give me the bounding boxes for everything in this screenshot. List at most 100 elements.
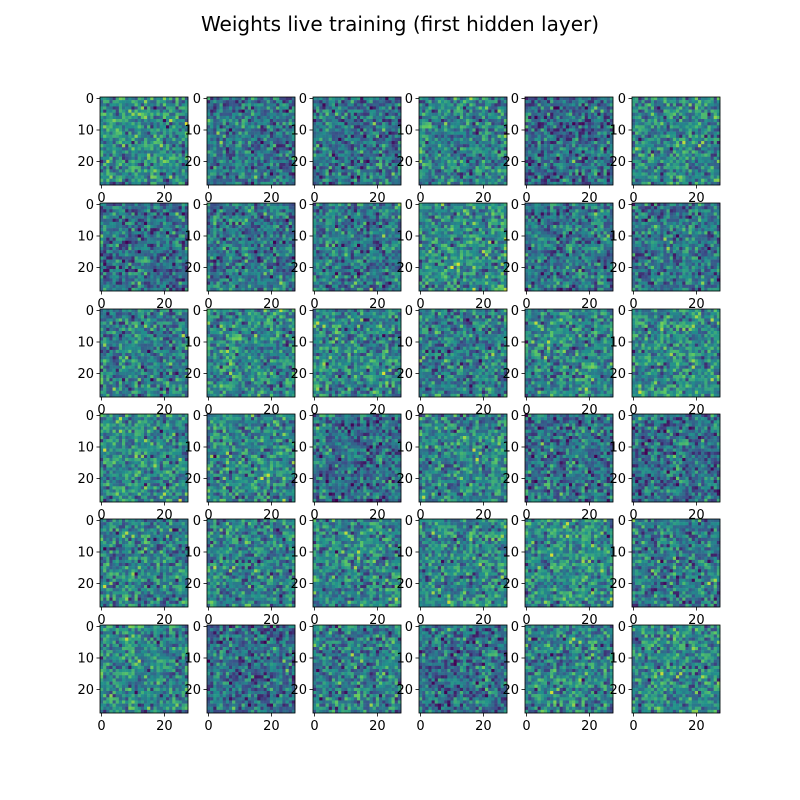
- y-tick-label: 20: [184, 367, 201, 382]
- y-tick-label: 20: [396, 683, 413, 698]
- y-tick-label: 10: [77, 441, 94, 456]
- y-tick-label: 0: [193, 92, 201, 107]
- y-tick-label: 10: [396, 230, 413, 245]
- weight-panel: [313, 309, 401, 397]
- weight-panel: [632, 625, 720, 713]
- y-tick-label: 0: [86, 514, 94, 529]
- y-tick-label: 10: [609, 546, 626, 561]
- y-tick-label: 20: [290, 472, 307, 487]
- weight-panel: [632, 203, 720, 291]
- y-tick-label: 10: [502, 546, 519, 561]
- y-tick-label: 20: [609, 472, 626, 487]
- x-tick-label: 20: [156, 719, 173, 734]
- y-tick-label: 10: [184, 546, 201, 561]
- weight-panel: [632, 309, 720, 397]
- weight-panel: [525, 414, 613, 502]
- y-tick-label: 10: [290, 652, 307, 667]
- y-tick-label: 20: [609, 367, 626, 382]
- y-tick-label: 0: [299, 198, 307, 213]
- y-tick-label: 20: [184, 155, 201, 170]
- weight-panel: [207, 203, 295, 291]
- weight-panel: [207, 97, 295, 185]
- y-tick-label: 0: [618, 304, 626, 319]
- y-tick-label: 20: [184, 261, 201, 276]
- y-tick-label: 10: [290, 230, 307, 245]
- y-tick-label: 10: [609, 441, 626, 456]
- weight-panel: [207, 625, 295, 713]
- weight-panel: [100, 309, 188, 397]
- weight-panel: [632, 414, 720, 502]
- y-tick-label: 10: [396, 336, 413, 351]
- y-tick-label: 0: [193, 514, 201, 529]
- y-tick-label: 20: [184, 472, 201, 487]
- weight-panel: [632, 519, 720, 607]
- y-tick-label: 20: [609, 683, 626, 698]
- y-tick-label: 20: [609, 577, 626, 592]
- y-tick-label: 20: [609, 261, 626, 276]
- y-tick-label: 20: [77, 261, 94, 276]
- y-tick-label: 20: [184, 577, 201, 592]
- y-tick-label: 0: [86, 409, 94, 424]
- weight-panel: [419, 203, 507, 291]
- y-tick-label: 0: [511, 92, 519, 107]
- y-tick-label: 10: [502, 652, 519, 667]
- weight-panel: [100, 414, 188, 502]
- y-tick-label: 10: [502, 441, 519, 456]
- weight-panel: [313, 203, 401, 291]
- y-tick-label: 0: [405, 198, 413, 213]
- weight-panel: [525, 519, 613, 607]
- y-tick-label: 20: [290, 155, 307, 170]
- y-tick-label: 10: [290, 441, 307, 456]
- y-tick-label: 0: [86, 304, 94, 319]
- y-tick-label: 10: [290, 546, 307, 561]
- weight-panel: [632, 97, 720, 185]
- y-tick-label: 20: [184, 683, 201, 698]
- y-tick-label: 20: [396, 577, 413, 592]
- weight-panel: [313, 519, 401, 607]
- y-tick-label: 0: [618, 514, 626, 529]
- y-tick-label: 20: [502, 261, 519, 276]
- y-tick-label: 20: [609, 155, 626, 170]
- y-tick-label: 20: [77, 367, 94, 382]
- y-tick-label: 10: [184, 441, 201, 456]
- x-tick-label: 0: [416, 719, 424, 734]
- y-tick-label: 10: [184, 336, 201, 351]
- x-tick-label: 0: [522, 719, 530, 734]
- weight-panel: [313, 97, 401, 185]
- y-tick-label: 0: [618, 409, 626, 424]
- x-tick-label: 20: [369, 719, 386, 734]
- y-tick-label: 0: [405, 514, 413, 529]
- y-tick-label: 0: [511, 620, 519, 635]
- y-tick-label: 0: [405, 304, 413, 319]
- y-tick-label: 0: [511, 198, 519, 213]
- y-tick-label: 0: [618, 620, 626, 635]
- y-tick-label: 0: [193, 198, 201, 213]
- y-tick-label: 0: [86, 620, 94, 635]
- y-tick-label: 10: [502, 124, 519, 139]
- y-tick-label: 0: [299, 514, 307, 529]
- y-tick-label: 0: [299, 304, 307, 319]
- y-tick-label: 20: [502, 155, 519, 170]
- y-tick-label: 10: [77, 230, 94, 245]
- y-tick-label: 20: [502, 472, 519, 487]
- y-tick-label: 10: [502, 230, 519, 245]
- x-tick-label: 20: [688, 719, 705, 734]
- y-tick-label: 20: [396, 367, 413, 382]
- y-tick-label: 0: [618, 92, 626, 107]
- y-tick-label: 10: [184, 652, 201, 667]
- y-tick-label: 10: [396, 652, 413, 667]
- y-tick-label: 10: [290, 336, 307, 351]
- y-tick-label: 10: [77, 336, 94, 351]
- y-tick-label: 10: [290, 124, 307, 139]
- x-tick-label: 20: [263, 719, 280, 734]
- x-tick-label: 0: [310, 719, 318, 734]
- weight-panel: [419, 414, 507, 502]
- weight-panel: [419, 309, 507, 397]
- y-tick-label: 0: [405, 620, 413, 635]
- weight-panel: [313, 625, 401, 713]
- weight-panel: [525, 309, 613, 397]
- weight-panel: [313, 414, 401, 502]
- y-tick-label: 0: [299, 409, 307, 424]
- y-tick-label: 0: [405, 92, 413, 107]
